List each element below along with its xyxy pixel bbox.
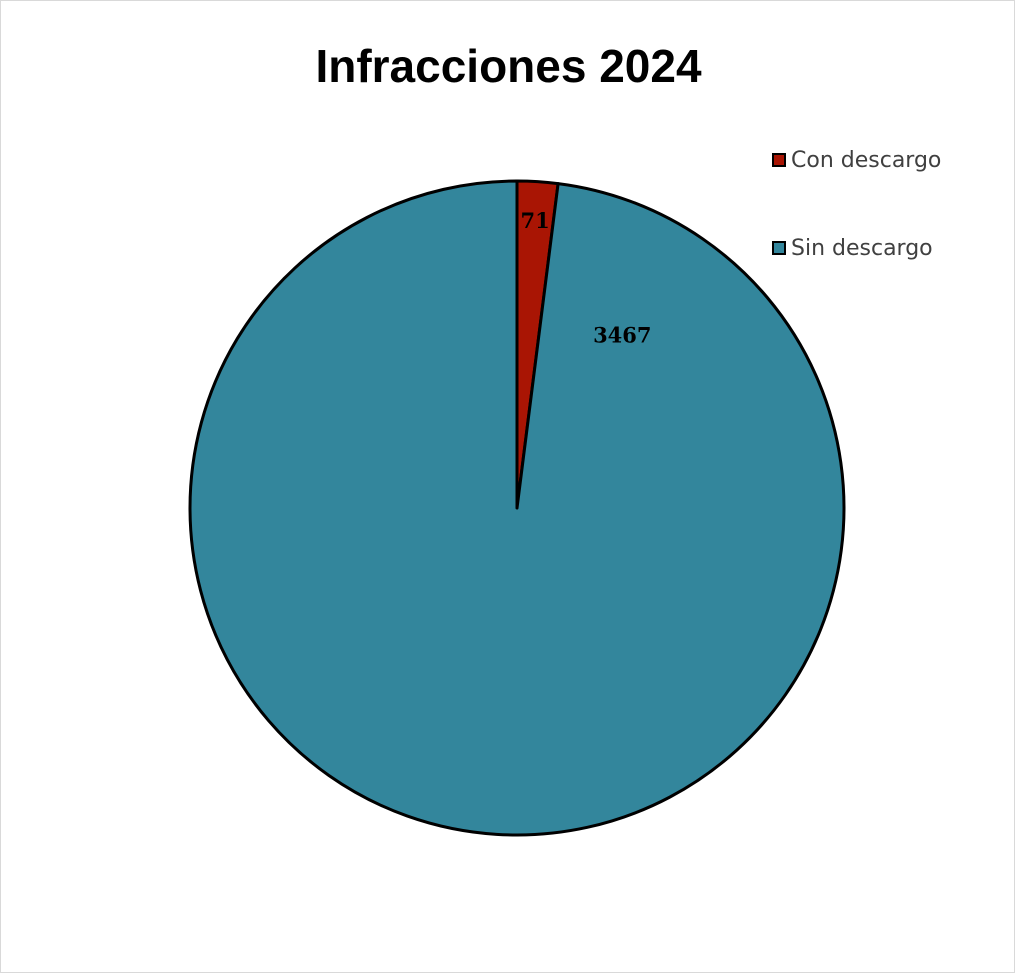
legend-label-sin-descargo: Sin descargo (791, 235, 933, 261)
chart-title: Infracciones 2024 (315, 40, 702, 92)
legend-item-sin-descargo: Sin descargo (772, 231, 941, 265)
data-label-sin-descargo: 3467 (593, 323, 651, 348)
legend-swatch-sin-descargo (772, 241, 786, 255)
legend-swatch-con-descargo (772, 153, 786, 167)
pie-slice-sin-descargo (188, 179, 846, 837)
legend-label-con-descargo: Con descargo (791, 147, 942, 173)
data-label-con-descargo: 71 (521, 208, 550, 233)
legend-item-con-descargo: Con descargo (772, 143, 941, 177)
legend: Con descargo Sin descargo (772, 143, 941, 319)
